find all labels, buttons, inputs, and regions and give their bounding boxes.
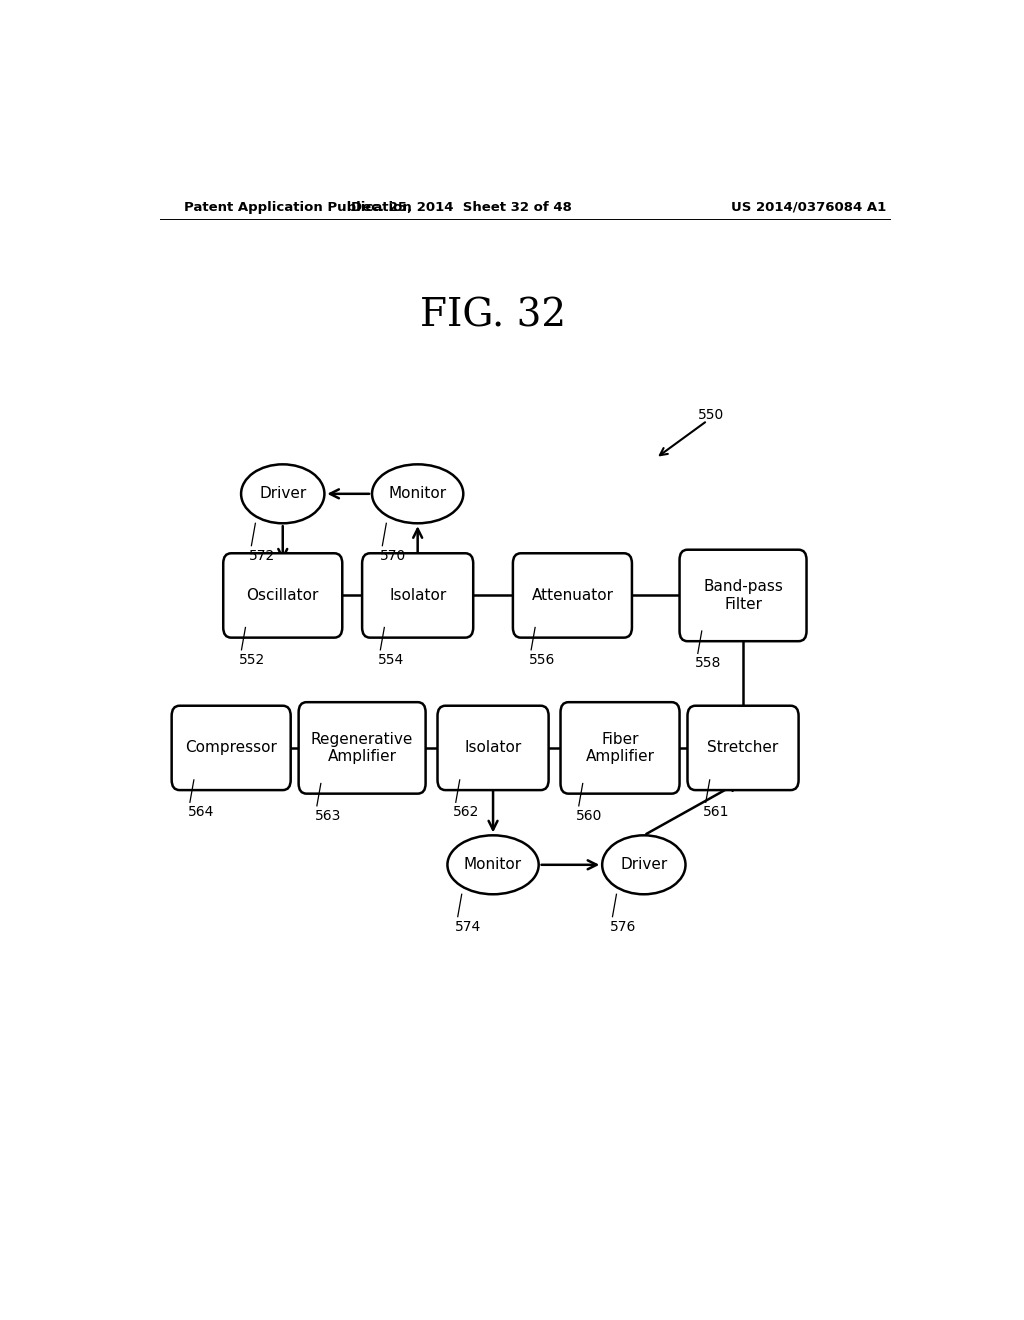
FancyBboxPatch shape: [680, 549, 807, 642]
Ellipse shape: [447, 836, 539, 894]
Text: Oscillator: Oscillator: [247, 587, 318, 603]
Text: 562: 562: [454, 805, 480, 820]
Text: Driver: Driver: [621, 857, 668, 873]
Ellipse shape: [241, 465, 325, 523]
Ellipse shape: [372, 465, 463, 523]
FancyBboxPatch shape: [299, 702, 426, 793]
Text: Monitor: Monitor: [464, 857, 522, 873]
FancyBboxPatch shape: [687, 706, 799, 791]
Text: Driver: Driver: [259, 486, 306, 502]
Ellipse shape: [602, 836, 685, 894]
Text: 563: 563: [314, 809, 341, 822]
Text: 558: 558: [695, 656, 722, 671]
Text: 561: 561: [703, 805, 730, 820]
Text: 570: 570: [380, 549, 407, 562]
Text: Compressor: Compressor: [185, 741, 278, 755]
FancyBboxPatch shape: [172, 706, 291, 791]
Text: 574: 574: [456, 920, 481, 933]
FancyBboxPatch shape: [560, 702, 680, 793]
Text: Isolator: Isolator: [389, 587, 446, 603]
Text: 554: 554: [378, 653, 404, 667]
Text: Regenerative
Amplifier: Regenerative Amplifier: [311, 731, 414, 764]
Text: 556: 556: [528, 653, 555, 667]
Text: Patent Application Publication: Patent Application Publication: [183, 201, 412, 214]
Text: Isolator: Isolator: [465, 741, 521, 755]
Text: 552: 552: [239, 653, 265, 667]
Text: Band-pass
Filter: Band-pass Filter: [703, 579, 783, 611]
Text: US 2014/0376084 A1: US 2014/0376084 A1: [731, 201, 887, 214]
Text: 550: 550: [697, 408, 724, 421]
Text: FIG. 32: FIG. 32: [420, 297, 566, 334]
Text: Stretcher: Stretcher: [708, 741, 778, 755]
FancyBboxPatch shape: [362, 553, 473, 638]
Text: Fiber
Amplifier: Fiber Amplifier: [586, 731, 654, 764]
Text: 572: 572: [249, 549, 275, 562]
Text: Attenuator: Attenuator: [531, 587, 613, 603]
FancyBboxPatch shape: [223, 553, 342, 638]
Text: 576: 576: [610, 920, 637, 933]
FancyBboxPatch shape: [437, 706, 549, 791]
Text: Dec. 25, 2014  Sheet 32 of 48: Dec. 25, 2014 Sheet 32 of 48: [351, 201, 571, 214]
Text: 560: 560: [577, 809, 603, 822]
FancyBboxPatch shape: [513, 553, 632, 638]
Text: Monitor: Monitor: [388, 486, 446, 502]
Text: 564: 564: [187, 805, 214, 820]
